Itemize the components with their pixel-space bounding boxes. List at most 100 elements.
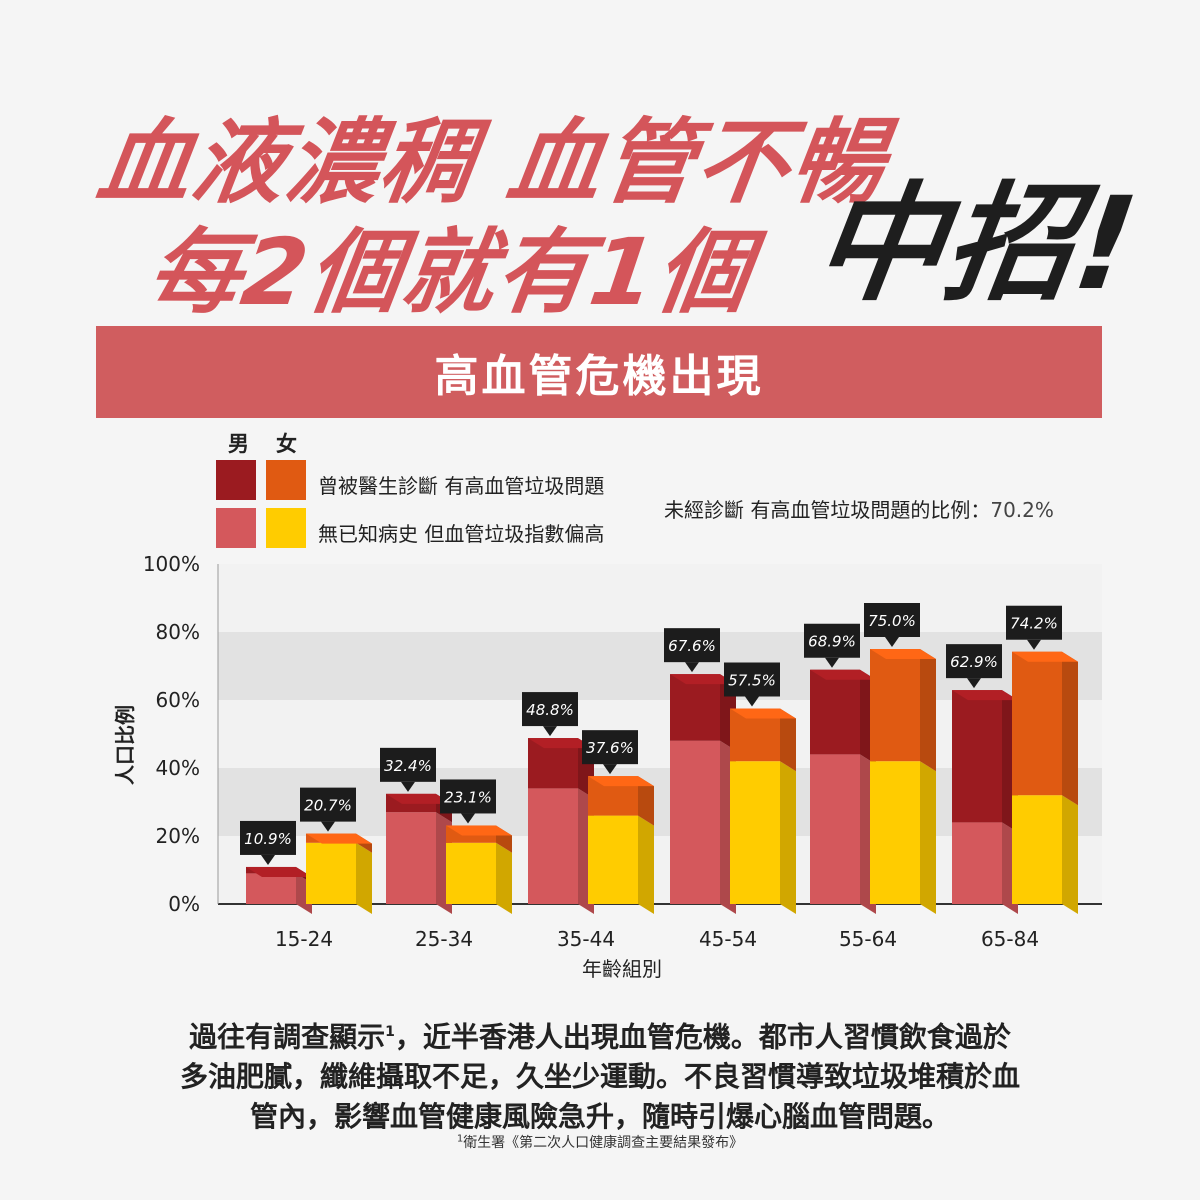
data-label: 20.7% [304,797,352,815]
bar-side-diagnosed [1062,651,1078,806]
y-tick-label: 80% [156,620,200,644]
legend-diagnosed-label: 曾被醫生診斷 有高血管垃圾問題 [318,474,605,498]
banner-title: 高血管危機出現 [434,351,764,402]
data-label-pointer [603,764,617,775]
bar-top [730,708,796,719]
x-tick-label: 55-64 [839,927,897,951]
data-label: 23.1% [444,788,492,806]
data-label: 57.5% [728,672,776,690]
bar-segment-undiagnosed [246,873,296,904]
data-label: 67.6% [668,637,716,655]
bar-side-diagnosed [920,649,936,772]
note-value: 70.2% [990,498,1054,522]
footnote-number: 1 [456,1133,464,1145]
data-label-pointer [745,696,759,707]
bar-top [1012,651,1078,662]
body-paragraph: 過往有調查顯示1，近半香港人出現血管危機。都市人習慣飲食過於 多油肥膩，纖維攝取… [100,1012,1100,1137]
y-tick-label: 60% [156,688,200,712]
bar-female-55-64: 75.0% [864,603,936,914]
bar-side-undiagnosed [356,842,372,914]
bar-segment-undiagnosed [810,754,860,904]
data-label: 10.9% [244,830,292,848]
paragraph-line1-a: 過往有調查顯示 [189,1020,386,1054]
bar-segment-diagnosed [952,690,1002,823]
bar-female-45-54: 57.5% [724,662,796,914]
bar-segment-undiagnosed [386,812,436,904]
bar-top [810,669,876,680]
bar-top [306,833,372,844]
data-label-box [440,779,496,814]
bar-segment-undiagnosed [870,761,920,904]
data-label: 32.4% [384,757,432,775]
bar-female-15-24: 20.7% [300,787,372,914]
bar-male-35-44: 48.8% [522,692,594,914]
paragraph-line3: 管內，影響血管健康風險急升，隨時引爆心腦血管問題。 [249,1100,950,1134]
legend-female-header: 女 [276,432,297,456]
x-tick-label: 25-34 [415,927,473,951]
bar-segment-undiagnosed [1012,795,1062,904]
bar-top [386,793,452,804]
legend-undiagnosed-label: 無已知病史 但血管垃圾指數偏高 [318,522,605,546]
bar-segment-undiagnosed [306,842,356,904]
section-banner: 高血管危機出現 [96,326,1102,418]
paragraph-line2: 多油肥膩，纖維攝取不足，久坐少運動。不良習慣導致垃圾堆積於血 [179,1060,1020,1094]
data-label: 37.6% [586,739,634,757]
data-label-pointer [261,854,275,865]
data-label-box [1006,605,1062,640]
y-tick-label: 0% [168,892,200,916]
data-label-box [240,820,296,855]
bar-side-diagnosed [780,708,796,772]
legend-swatch-male-undiagnosed [216,508,256,548]
bar-segment-diagnosed [870,649,920,762]
legend-male-header: 男 [228,432,249,456]
footnote: 1衛生署《第二次人口健康調查主要結果發布》 [0,1132,1200,1152]
bar-top [952,690,1018,701]
data-label-pointer [321,821,335,832]
bar-female-65-84: 74.2% [1006,605,1078,914]
bar-top [528,738,594,749]
bar-male-45-54: 67.6% [664,628,736,914]
note-text: 未經診斷 有高血管垃圾問題的比例： [664,498,991,522]
bar-male-65-84: 62.9% [946,644,1018,914]
bar-segment-diagnosed [1012,651,1062,796]
data-label: 62.9% [950,653,998,671]
y-tick-label: 20% [156,824,200,848]
bar-segment-undiagnosed [670,740,720,904]
data-label-pointer [401,781,415,792]
bar-segment-undiagnosed [588,815,638,904]
data-label-box [380,747,436,782]
data-label-box [522,692,578,727]
paragraph-footnote-ref: 1 [385,1024,395,1040]
data-label-box [804,623,860,658]
data-label: 74.2% [1010,615,1058,633]
data-label-box [724,662,780,697]
bar-segment-diagnosed [670,674,720,741]
data-label: 48.8% [526,701,574,719]
data-label: 75.0% [868,612,916,630]
data-label-pointer [967,678,981,689]
data-label-box [300,787,356,822]
x-tick-label: 65-84 [981,927,1039,951]
paragraph-line1: 過往有調查顯示1，近半香港人出現血管危機。都市人習慣飲食過於 [100,1012,1100,1057]
data-label-pointer [1027,639,1041,650]
bar-chart: 0% 20% 40% 60% 80% 100% 人口比例 10.9% 20.7% 15-24 32.… [113,552,1102,981]
x-tick-label: 15-24 [275,927,333,951]
y-axis-title: 人口比例 [113,705,137,785]
footnote-text: 衛生署《第二次人口健康調查主要結果發布》 [463,1135,744,1151]
data-label-box [864,603,920,637]
data-label-box [582,730,638,765]
bar-top [246,866,312,877]
legend-swatch-female-diagnosed [266,460,306,500]
x-tick-label: 35-44 [557,927,615,951]
legend-swatch-female-undiagnosed [266,508,306,548]
bar-side-undiagnosed [1062,795,1078,914]
paragraph-line1-b: ，近半香港人出現血管危機。都市人習慣飲食過於 [394,1020,1011,1054]
bar-female-25-34: 23.1% [440,779,512,914]
bar-side-undiagnosed [638,815,654,914]
bar-segment-undiagnosed [446,842,496,904]
bar-segment-undiagnosed [952,822,1002,904]
bar-side-undiagnosed [920,761,936,914]
x-axis-title: 年齡組別 [582,957,662,981]
x-tick-label: 45-54 [699,927,757,951]
bar-segment-undiagnosed [730,761,780,904]
